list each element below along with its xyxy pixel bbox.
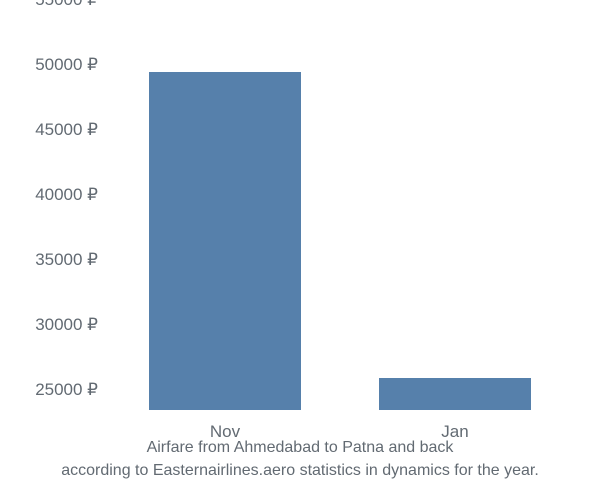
caption-line-2: according to Easternairlines.aero statis… — [61, 462, 539, 479]
plot-area: 25000 ₽30000 ₽35000 ₽40000 ₽45000 ₽50000… — [110, 20, 570, 410]
y-tick-label: 45000 ₽ — [35, 120, 98, 140]
caption-line-1: Airfare from Ahmedabad to Patna and back — [147, 439, 454, 456]
y-tick-label: 25000 ₽ — [35, 380, 98, 400]
chart-bar — [379, 378, 531, 410]
y-tick-label: 55000 ₽ — [35, 0, 98, 10]
chart-bar — [149, 72, 301, 410]
y-tick-label: 40000 ₽ — [35, 185, 98, 205]
chart-container: 25000 ₽ 30000 ₽ 35000 ₽ 40000 ₽ 45000 ₽ 50000… — [0, 0, 600, 500]
y-tick-label: 50000 ₽ — [35, 55, 98, 75]
y-tick-label: 30000 ₽ — [35, 315, 98, 335]
chart-caption: Airfare from Ahmedabad to Patna and back… — [0, 437, 600, 482]
y-tick-label: 35000 ₽ — [35, 250, 98, 270]
